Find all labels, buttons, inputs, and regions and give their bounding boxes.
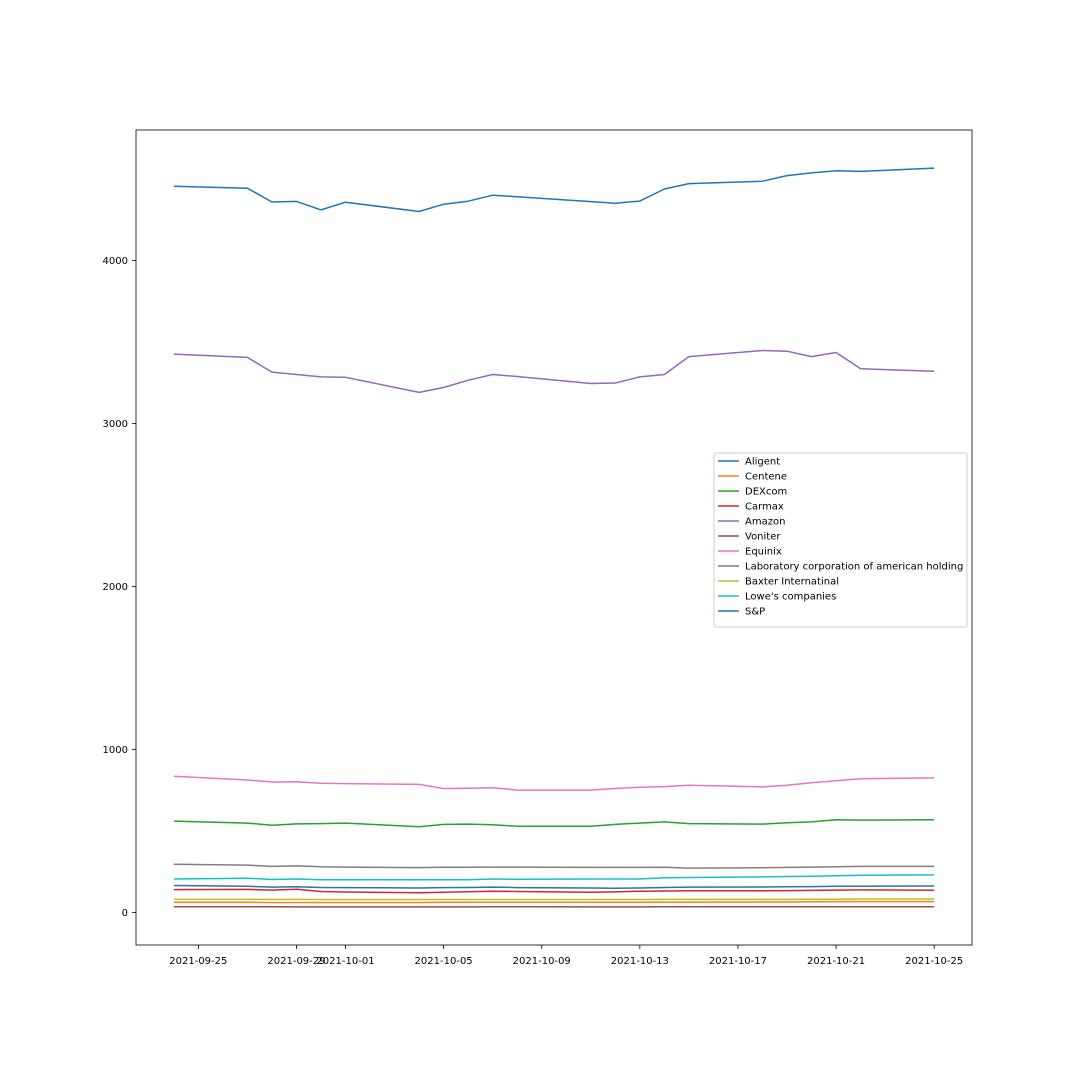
y-tick-label: 4000 (103, 256, 128, 267)
x-tick-label: 2021-09-29 (267, 956, 325, 967)
x-tick-label: 2021-10-09 (513, 956, 571, 967)
series-layer (173, 167, 935, 908)
y-tick-label: 3000 (103, 419, 128, 430)
legend-label: Equinix (745, 547, 782, 558)
legend-label: Carmax (745, 502, 784, 513)
y-tick-label: 1000 (103, 745, 128, 756)
x-tick-label: 2021-10-01 (316, 956, 374, 967)
series-line (173, 818, 935, 828)
series-line (173, 884, 935, 890)
y-tick-label: 2000 (103, 582, 128, 593)
series-line (173, 898, 935, 901)
x-tick-label: 2021-09-25 (169, 956, 227, 967)
legend-box (713, 452, 968, 628)
legend-label: Baxter Internatinal (745, 577, 839, 588)
series-line (173, 863, 935, 869)
x-tick-label: 2021-10-05 (415, 956, 473, 967)
x-tick-label: 2021-10-13 (611, 956, 669, 967)
x-tick-label: 2021-10-17 (709, 956, 767, 967)
y-tick-label: 0 (122, 908, 128, 919)
x-tick-label: 2021-10-21 (807, 956, 865, 967)
legend-label: Aligent (745, 457, 780, 468)
series-line (173, 775, 935, 791)
legend-label: Amazon (745, 517, 785, 528)
legend-label: Laboratory corporation of american holdi… (745, 562, 963, 573)
y-axis: 0 1000 2000 3000 4000 (103, 256, 136, 919)
series-line (173, 167, 935, 213)
plot-frame (135, 129, 973, 946)
series-line (173, 349, 935, 394)
series-line (173, 888, 935, 894)
x-tick-label: 2021-10-25 (905, 956, 963, 967)
legend: Aligent Centene DEXcom Carmax Amazon Voniter E… (713, 452, 968, 628)
legend-label: Voniter (745, 532, 781, 543)
legend-label: S&P (745, 607, 765, 618)
series-line (173, 874, 935, 881)
series-line (173, 900, 935, 904)
legend-label: Centene (745, 472, 787, 483)
legend-label: DEXcom (745, 487, 787, 498)
legend-label: Lowe's companies (745, 592, 836, 603)
